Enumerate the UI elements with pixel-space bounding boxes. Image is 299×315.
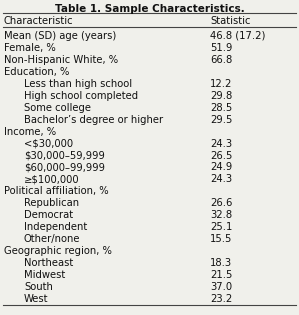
Text: Less than high school: Less than high school (24, 79, 132, 89)
Text: West: West (24, 294, 48, 304)
Text: Political affiliation, %: Political affiliation, % (4, 186, 109, 197)
Text: Bachelor’s degree or higher: Bachelor’s degree or higher (24, 115, 163, 125)
Text: Mean (SD) age (years): Mean (SD) age (years) (4, 31, 116, 41)
Text: 15.5: 15.5 (210, 234, 232, 244)
Text: Independent: Independent (24, 222, 87, 232)
Text: 24.3: 24.3 (210, 139, 232, 149)
Text: $60,000–99,999: $60,000–99,999 (24, 163, 105, 173)
Text: Geographic region, %: Geographic region, % (4, 246, 112, 256)
Text: South: South (24, 282, 53, 292)
Text: 26.5: 26.5 (210, 151, 232, 161)
Text: Non-Hispanic White, %: Non-Hispanic White, % (4, 55, 118, 65)
Text: Table 1. Sample Characteristics.: Table 1. Sample Characteristics. (55, 4, 244, 14)
Text: Some college: Some college (24, 103, 91, 113)
Text: Northeast: Northeast (24, 258, 73, 268)
Text: High school completed: High school completed (24, 91, 138, 101)
Text: 29.5: 29.5 (210, 115, 232, 125)
Text: Republican: Republican (24, 198, 79, 208)
Text: 46.8 (17.2): 46.8 (17.2) (210, 31, 266, 41)
Text: 32.8: 32.8 (210, 210, 232, 220)
Text: 66.8: 66.8 (210, 55, 232, 65)
Text: 18.3: 18.3 (210, 258, 232, 268)
Text: 29.8: 29.8 (210, 91, 232, 101)
Text: 25.1: 25.1 (210, 222, 232, 232)
Text: ≥$100,000: ≥$100,000 (24, 175, 80, 185)
Text: Democrat: Democrat (24, 210, 73, 220)
Text: 26.6: 26.6 (210, 198, 232, 208)
Text: <$30,000: <$30,000 (24, 139, 73, 149)
Text: Income, %: Income, % (4, 127, 56, 137)
Text: 24.3: 24.3 (210, 175, 232, 185)
Text: Midwest: Midwest (24, 270, 65, 280)
Text: 24.9: 24.9 (210, 163, 232, 173)
Text: Statistic: Statistic (210, 16, 251, 26)
Text: 28.5: 28.5 (210, 103, 232, 113)
Text: 51.9: 51.9 (210, 43, 232, 53)
Text: 12.2: 12.2 (210, 79, 232, 89)
Text: Characteristic: Characteristic (4, 16, 74, 26)
Text: 21.5: 21.5 (210, 270, 232, 280)
Text: 37.0: 37.0 (210, 282, 232, 292)
Text: Education, %: Education, % (4, 67, 69, 77)
Text: Other/none: Other/none (24, 234, 80, 244)
Text: $30,000–59,999: $30,000–59,999 (24, 151, 105, 161)
Text: 23.2: 23.2 (210, 294, 232, 304)
Text: Female, %: Female, % (4, 43, 56, 53)
